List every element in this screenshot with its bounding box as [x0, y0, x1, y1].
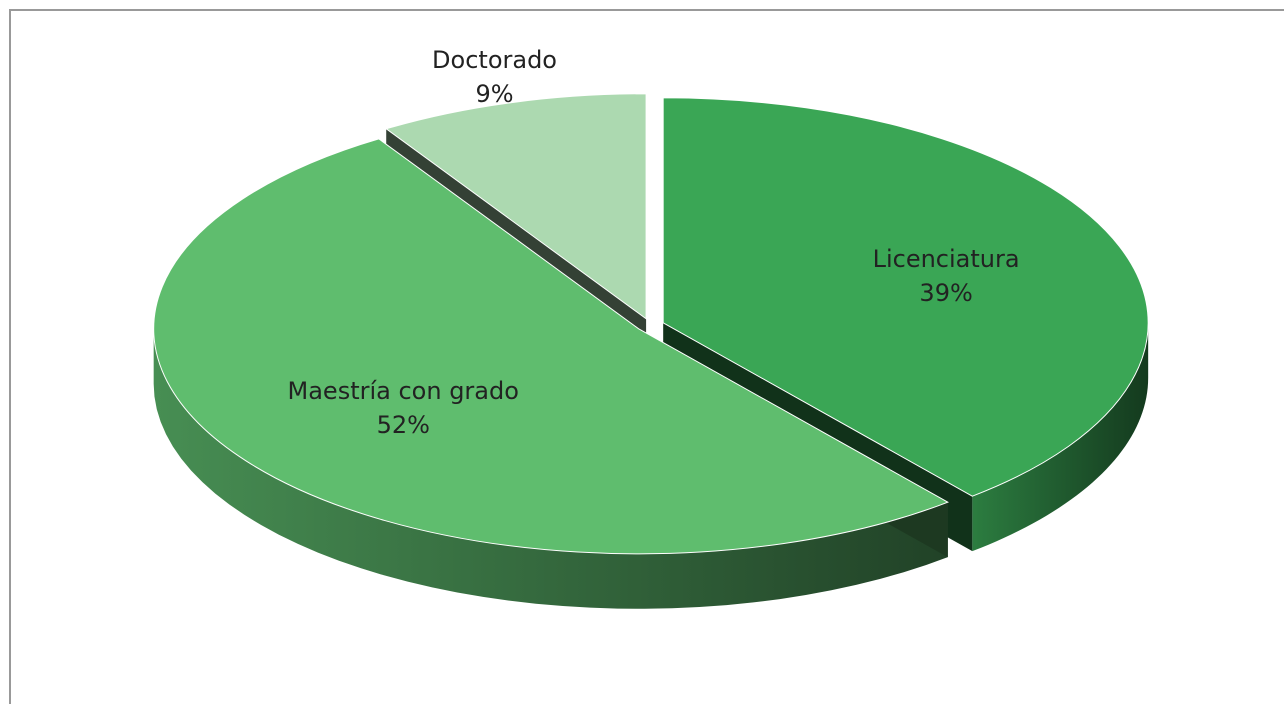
data-label: Doctorado 9% [375, 43, 615, 111]
value-label: 39% [919, 278, 973, 307]
pie-slice [662, 97, 1149, 497]
value-label: 52% [376, 411, 430, 440]
pie-side [153, 328, 948, 609]
category-label: Doctorado [432, 45, 557, 74]
category-label: Licenciatura [872, 244, 1020, 273]
category-label: Maestría con grado [287, 377, 519, 406]
data-label: Licenciatura 39% [826, 242, 1066, 310]
data-label: Maestría con grado 52% [283, 374, 523, 442]
value-label: 9% [475, 79, 514, 108]
pie-side [972, 322, 1149, 552]
pie-slice [385, 93, 647, 320]
pie-slice [153, 138, 949, 555]
